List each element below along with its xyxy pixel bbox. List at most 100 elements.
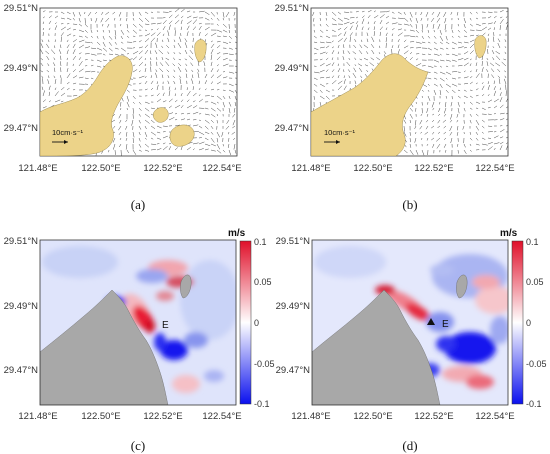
vector-arrow [313, 47, 319, 51]
vector-arrow [150, 113, 154, 116]
vector-arrow [180, 19, 183, 25]
vector-arrow [88, 11, 92, 17]
vector-arrow [496, 55, 501, 61]
vector-arrow [84, 53, 90, 55]
vector-arrow [366, 69, 369, 73]
vector-arrow [427, 53, 431, 55]
vector-arrow [41, 75, 44, 79]
vector-arrow [319, 29, 324, 33]
vector-arrow [391, 22, 398, 25]
vector-arrow [409, 131, 411, 136]
vector-arrow [198, 141, 205, 145]
vector-arrow [361, 10, 365, 13]
vector-arrow [222, 143, 224, 147]
vector-arrow [210, 40, 213, 43]
vector-arrow [493, 98, 499, 103]
vector-arrow [433, 35, 437, 39]
vector-arrow [40, 58, 44, 61]
vector-arrow [162, 39, 164, 43]
vector-arrow [216, 23, 219, 26]
vector-arrow [426, 107, 429, 113]
island-middle [153, 107, 169, 123]
vector-arrow [119, 137, 122, 141]
vector-arrow [427, 71, 431, 73]
vector-arrow [58, 49, 62, 55]
vector-arrow [165, 57, 170, 61]
landmass-main [40, 289, 169, 405]
vector-arrow [222, 29, 228, 33]
vector-arrow [421, 107, 423, 114]
vector-arrow [493, 105, 498, 109]
vector-arrow [433, 83, 438, 87]
vector-arrow [132, 131, 135, 138]
vector-arrow [54, 79, 57, 85]
vector-arrow [463, 149, 467, 154]
vector-arrow [361, 26, 364, 31]
vector-arrow [445, 77, 448, 80]
x-ticks: 121.48°E 122.50°E 122.52°E 122.54°E [18, 163, 241, 174]
vector-arrow [138, 131, 141, 136]
vector-arrow [150, 32, 156, 37]
vector-arrow [197, 60, 200, 67]
vector-arrow [499, 10, 504, 13]
vector-arrow [457, 107, 460, 114]
vector-arrow [144, 58, 146, 61]
vector-arrow [216, 101, 219, 104]
vector-arrow [463, 107, 466, 112]
vector-arrow [84, 35, 88, 39]
vector-arrow [167, 80, 170, 85]
vector-arrow [90, 47, 97, 50]
vector-arrow [504, 51, 507, 55]
vector-arrow [225, 125, 230, 130]
vector-arrow [84, 59, 88, 61]
vector-arrow [505, 118, 508, 121]
vector-arrow [427, 83, 430, 86]
vector-arrow [439, 77, 445, 82]
vector-arrow [60, 61, 62, 67]
vector-arrow [415, 107, 417, 112]
vector-arrow [443, 137, 447, 140]
vector-arrow [60, 23, 64, 25]
vector-arrow [313, 71, 320, 74]
vector-arrow [150, 131, 157, 136]
vector-arrow [233, 11, 236, 16]
vector-arrow [487, 99, 493, 103]
vector-arrow [132, 23, 137, 28]
vector-arrow [72, 43, 76, 49]
plot-frame [39, 239, 237, 406]
vector-arrow [469, 131, 472, 135]
vector-arrow [463, 35, 468, 38]
vector-arrow [102, 41, 106, 47]
vector-arrow [204, 26, 210, 31]
vector-arrow [185, 68, 188, 73]
vector-arrow [439, 65, 443, 68]
vector-arrow [363, 44, 369, 49]
vector-arrow [475, 62, 478, 67]
vector-arrow [161, 74, 164, 79]
vector-arrow [425, 11, 429, 17]
vector-arrow [415, 29, 420, 34]
vector-arrow [415, 47, 422, 49]
vector-arrow [481, 107, 486, 110]
vector-arrow [450, 113, 453, 120]
colorbar-tick: -0.05 [526, 359, 547, 369]
vector-arrow [481, 26, 488, 31]
vector-arrow [90, 29, 93, 33]
vector-arrow [450, 11, 453, 15]
vector-arrow [192, 16, 198, 19]
vector-arrow [432, 131, 435, 135]
vector-arrow [150, 23, 156, 25]
vector-arrow [53, 67, 56, 73]
vector-arrow [505, 142, 508, 145]
vector-arrow [421, 29, 423, 33]
x-ticks: 121.48°E 122.50°E 122.52°E 122.54°E [18, 411, 241, 422]
vector-arrow [150, 37, 156, 43]
vector-arrow [144, 143, 150, 148]
vector-arrow [144, 49, 149, 55]
vector-arrow [497, 68, 501, 73]
vector-arrow [78, 39, 85, 43]
vector-arrow [421, 149, 425, 156]
vector-arrow [162, 146, 168, 151]
vector-arrow [505, 21, 508, 25]
vector-arrow [144, 68, 147, 73]
